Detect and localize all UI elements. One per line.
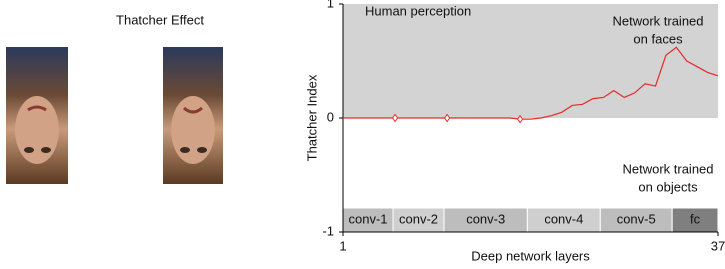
y-tick-label: 1 <box>327 0 334 10</box>
layer-group-label: conv-4 <box>544 211 583 226</box>
layer-group-label: conv-5 <box>617 211 656 226</box>
x-tick-label: 1 <box>339 238 346 253</box>
x-tick-label: 37 <box>711 238 725 253</box>
annotation: on faces <box>633 31 683 46</box>
y-tick-label: -1 <box>322 223 334 238</box>
annotation: Network trained <box>622 161 713 176</box>
layer-group-label: conv-1 <box>348 211 387 226</box>
layer-group-label: conv-3 <box>466 211 505 226</box>
annotation: Network trained <box>612 13 703 28</box>
y-axis-label: Thatcher Index <box>304 74 319 161</box>
x-axis-label: Deep network layers <box>471 248 590 263</box>
annotation: on objects <box>638 179 698 194</box>
layer-group-label: fc <box>690 211 701 226</box>
figure-title: Thatcher Effect <box>116 12 204 27</box>
band-label: Human perception <box>365 3 471 18</box>
figure: Thatcher Effect Human perception conv-1 co… <box>0 0 725 264</box>
face-thatcherized <box>163 47 223 184</box>
y-tick-label: 0 <box>327 109 334 124</box>
layer-group-label: conv-2 <box>399 211 438 226</box>
face-normal <box>6 47 68 184</box>
